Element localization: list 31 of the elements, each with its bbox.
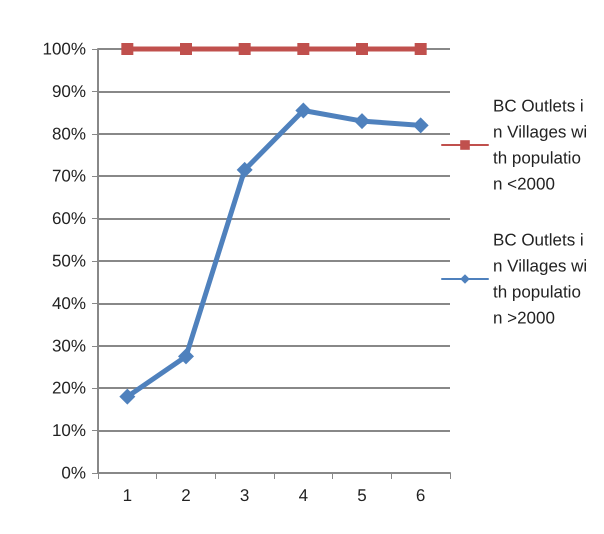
x-tick-label: 2 — [181, 486, 191, 505]
x-tick-label: 3 — [240, 486, 250, 505]
point — [414, 43, 427, 55]
y-tick-label: 100% — [42, 40, 86, 58]
y-tick-label: 80% — [52, 124, 86, 144]
y-tick-label: 30% — [52, 336, 86, 356]
point — [412, 117, 429, 134]
point — [295, 102, 312, 118]
x-tick-label: 4 — [298, 486, 308, 505]
x-tick-label: 5 — [357, 486, 367, 505]
point — [119, 388, 136, 405]
y-tick-label: 20% — [52, 378, 86, 398]
y-tick-label: 90% — [52, 82, 86, 101]
point — [356, 43, 368, 55]
y-tick-label: 40% — [52, 294, 86, 313]
y-tick-label: 50% — [52, 252, 86, 270]
point — [236, 162, 253, 178]
y-tick-label: 60% — [52, 209, 86, 228]
x-tick-label: 6 — [416, 486, 426, 505]
legend-label: BC Outlets in Villages with population >2000 — [493, 230, 588, 328]
x-tick-label: 1 — [122, 486, 132, 505]
point — [354, 113, 370, 130]
point — [180, 43, 192, 55]
point — [121, 43, 134, 55]
point — [297, 43, 310, 55]
legend-label: BC Outlets in Villages with population <2000 — [493, 96, 588, 194]
y-tick-label: 70% — [52, 166, 86, 186]
point — [238, 43, 251, 55]
y-tick-label: 0% — [61, 464, 86, 482]
point — [178, 348, 194, 364]
y-tick-label: 10% — [52, 421, 86, 440]
